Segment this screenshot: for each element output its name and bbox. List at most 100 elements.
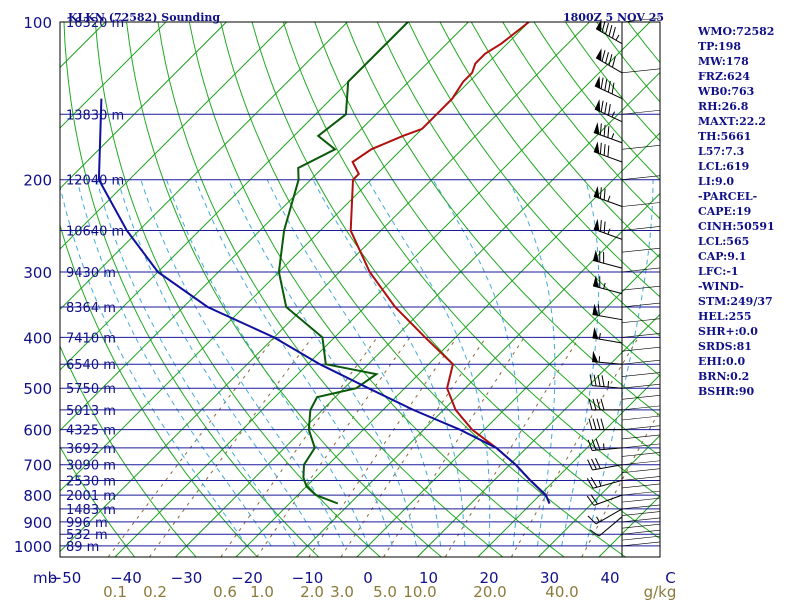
barb-staff (598, 516, 623, 537)
barb-feather (600, 77, 604, 89)
barb-half-feather (607, 380, 610, 388)
stat-line: STM:249/37 (698, 295, 773, 308)
barb-feather (596, 398, 601, 411)
mixing-ratio-label: 0.1 (103, 583, 127, 600)
barb-staff (592, 464, 623, 471)
wind-barb (586, 494, 623, 506)
moist-adiabat (228, 179, 417, 546)
barb-feather (599, 123, 602, 135)
moist-adiabat (60, 183, 248, 547)
pressure-tick-label: 200 (23, 172, 52, 190)
stat-line: L57:7.3 (698, 145, 745, 158)
barb-feather (586, 478, 594, 489)
height-label: 8364 m (66, 301, 116, 316)
wind-axis-tick (621, 302, 661, 308)
wind-barb (593, 141, 623, 163)
barb-feather (600, 398, 605, 411)
barb-flag (593, 249, 599, 262)
dry-adiabat (60, 344, 197, 558)
barb-half-feather (598, 356, 601, 363)
isotherm-line (60, 22, 469, 432)
barb-flag (596, 48, 602, 61)
dry-adiabat (60, 223, 258, 558)
wind-axis-tick (621, 511, 661, 516)
stat-line: RH:26.8 (698, 100, 749, 113)
wind-barb (593, 122, 623, 144)
barb-feather (611, 27, 616, 39)
barb-feather (605, 52, 609, 64)
isotherm-line (417, 313, 660, 558)
wind-barb (587, 458, 623, 471)
barb-feather (607, 80, 611, 93)
wind-axis-tick (621, 405, 661, 411)
barb-half-feather (598, 480, 602, 487)
stat-line: LCL:565 (698, 235, 750, 248)
barb-staff (592, 259, 623, 269)
barb-half-feather (615, 34, 620, 41)
barb-half-feather (607, 228, 611, 235)
height-label: 4325 m (66, 424, 116, 439)
barb-staff (592, 385, 623, 389)
height-label: 16320 m (66, 16, 124, 31)
isotherm-line (538, 434, 660, 558)
stat-line: MW:178 (698, 55, 749, 68)
stat-line: EHI:0.0 (698, 355, 746, 368)
height-label: 3692 m (66, 442, 116, 457)
barb-feather (597, 374, 601, 387)
isotherm-line (0, 22, 45, 557)
mixing-ratio-label: 1.0 (250, 583, 274, 600)
barb-feather (588, 398, 593, 411)
height-label: 6540 m (66, 358, 116, 373)
isotherm-line (175, 71, 660, 558)
mixing-ratio-label: 20.0 (473, 583, 506, 600)
wind-barb (592, 350, 623, 365)
barb-feather (601, 21, 606, 33)
barb-flag (593, 122, 600, 135)
wind-axis-tick (621, 359, 661, 365)
wind-axis-tick (621, 425, 661, 430)
temp-tick-label: 40 (600, 569, 619, 587)
wind-axis-tick (621, 468, 661, 474)
wind-axis-tick (621, 318, 661, 324)
wind-axis-tick (621, 535, 661, 541)
wind-barb (593, 185, 623, 207)
isotherm-line (60, 22, 288, 250)
height-label: 532 m (66, 528, 108, 543)
mixing-ratio-line (256, 337, 411, 558)
dry-adiabat (63, 22, 320, 558)
temp-tick-label: 0 (363, 569, 373, 587)
barb-feather (607, 126, 610, 138)
barb-feather (601, 375, 605, 387)
wind-barb (595, 48, 623, 74)
barb-feather (587, 459, 593, 471)
height-label: 3090 m (66, 459, 116, 474)
wind-axis (621, 17, 661, 557)
wind-axis-tick (621, 434, 661, 440)
wind-barb (594, 75, 623, 100)
barb-feather (600, 100, 604, 113)
mixing-ratio-label: g/kg (644, 583, 677, 600)
moist-adiabat (166, 179, 369, 547)
stat-line: WB0:763 (698, 85, 755, 98)
barb-feather (599, 142, 602, 155)
pressure-tick-label: 100 (23, 14, 52, 32)
barb-flag (592, 350, 599, 363)
temp-tick-label: 30 (540, 569, 559, 587)
pressure-tick-label: 900 (23, 514, 52, 532)
barb-staff (595, 508, 623, 525)
temp-tick-label: −30 (171, 569, 203, 587)
wind-axis-tick (621, 476, 661, 481)
barb-flag (593, 141, 600, 154)
wind-barb (592, 326, 623, 344)
stat-line: LFC:-1 (698, 265, 739, 278)
wind-axis-tick (621, 333, 661, 338)
mixing-ratio-line (107, 337, 275, 558)
barb-flag (594, 75, 601, 89)
barb-feather (603, 124, 606, 137)
mixing-ratio-label: 0.6 (213, 583, 237, 600)
pressure-tick-label: 300 (23, 264, 52, 282)
barb-feather (586, 495, 595, 506)
wind-barb (594, 99, 623, 123)
wind-axis-tick (621, 145, 661, 150)
wind-barb (589, 374, 623, 389)
